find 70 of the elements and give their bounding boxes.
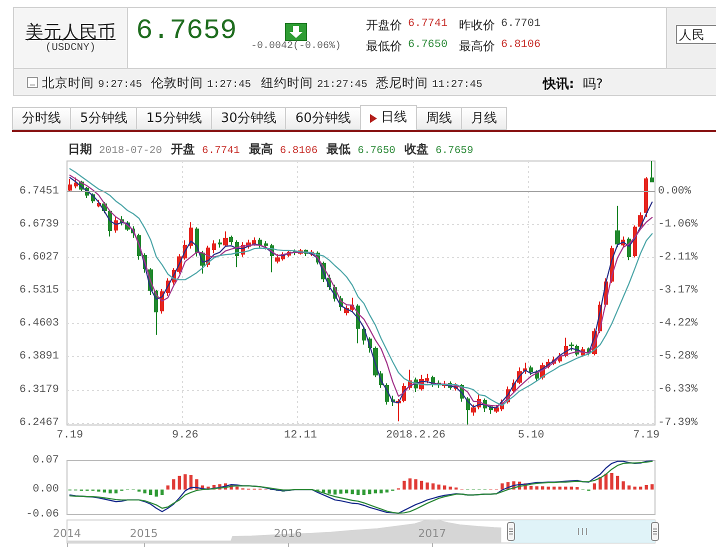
text: 纽约时间 — [261, 75, 313, 92]
text: 6.7650 — [358, 145, 396, 157]
x-tick-label: 2017 — [418, 527, 446, 540]
text: 快讯: — [543, 76, 574, 93]
text: 6.7701 — [501, 18, 541, 30]
y-tick-label: 6.5315 — [19, 284, 59, 297]
text: 6.7741 — [202, 145, 240, 157]
text: 30分钟线 — [220, 110, 276, 128]
x-tick-label: 12.11 — [284, 430, 318, 442]
text: 北京时间 — [42, 75, 94, 92]
text: 吗? — [583, 76, 603, 93]
text: 11:27:45 — [432, 79, 482, 91]
text: 6.7659 — [136, 15, 237, 49]
x-tick-label: 2014 — [53, 527, 81, 540]
y2-tick-label: -1.06% — [658, 218, 698, 231]
text: 60分钟线 — [295, 110, 351, 128]
y-tick-label: 0.07 — [32, 454, 59, 466]
text: 最低 — [326, 141, 351, 158]
y-tick-label: 6.6027 — [19, 252, 59, 264]
text: 6.8106 — [501, 39, 541, 51]
text: 5分钟线 — [80, 110, 128, 128]
text: 6.8106 — [280, 145, 318, 157]
text: 日期 — [68, 141, 92, 158]
x-tick-label: 7.19 — [56, 430, 84, 442]
text: 收盘 — [404, 141, 428, 158]
text: 昨收价 — [459, 17, 495, 34]
text: 6.7741 — [408, 18, 448, 30]
text: 9:27:45 — [98, 79, 142, 91]
text: 最低价 — [366, 38, 402, 55]
x-tick-label: 2015 — [130, 527, 158, 540]
y-tick-label: 6.6739 — [19, 218, 59, 230]
text: 最高价 — [459, 38, 495, 55]
text: 21:27:45 — [317, 79, 368, 91]
y2-tick-label: -7.39% — [658, 416, 698, 429]
text: 6.7659 — [435, 145, 474, 157]
text: -0.0042(-0.06%) — [251, 41, 342, 52]
x-tick-label: 9.26 — [172, 430, 198, 442]
text: 6.7650 — [408, 39, 448, 51]
y-tick-label: 6.4603 — [19, 318, 59, 330]
text: (USDCNY) — [44, 42, 97, 54]
y2-tick-label: 0.00% — [658, 185, 692, 198]
text: 1:27:45 — [207, 79, 252, 91]
text: 开盘价 — [366, 17, 402, 34]
text: 2018-07-20 — [99, 145, 162, 157]
x-tick-label: 7.19 — [633, 430, 660, 442]
text: 日线 — [380, 109, 407, 127]
text: 月线 — [470, 110, 497, 128]
y-tick-label: 6.2467 — [19, 416, 59, 429]
y2-tick-label: -2.11% — [658, 251, 698, 264]
y-tick-label: 6.3891 — [19, 350, 60, 363]
text: 人民 — [676, 25, 716, 44]
x-tick-label: 5.10 — [518, 430, 544, 442]
text: 周线 — [426, 110, 452, 128]
text: 开盘 — [171, 141, 196, 158]
text: 美元人民币 — [24, 21, 116, 43]
y2-tick-label: -6.33% — [658, 384, 698, 396]
y2-tick-label: -3.17% — [658, 284, 698, 297]
x-tick-label: 2016 — [274, 527, 302, 540]
y-tick-label: -0.06 — [26, 508, 59, 520]
text: 15分钟线 — [146, 110, 202, 128]
y-tick-label: 0.00 — [32, 484, 59, 496]
text: 分时线 — [22, 110, 61, 128]
y-tick-label: 6.7451 — [19, 185, 60, 198]
text: 悉尼时间 — [376, 75, 428, 92]
y2-tick-label: -5.28% — [658, 350, 698, 363]
text: 伦敦时间 — [151, 75, 203, 92]
text: 最高 — [248, 141, 273, 158]
y-tick-label: 6.3179 — [19, 384, 59, 396]
y2-tick-label: -4.22% — [658, 318, 698, 330]
x-tick-label: 2018.2.26 — [386, 430, 446, 442]
